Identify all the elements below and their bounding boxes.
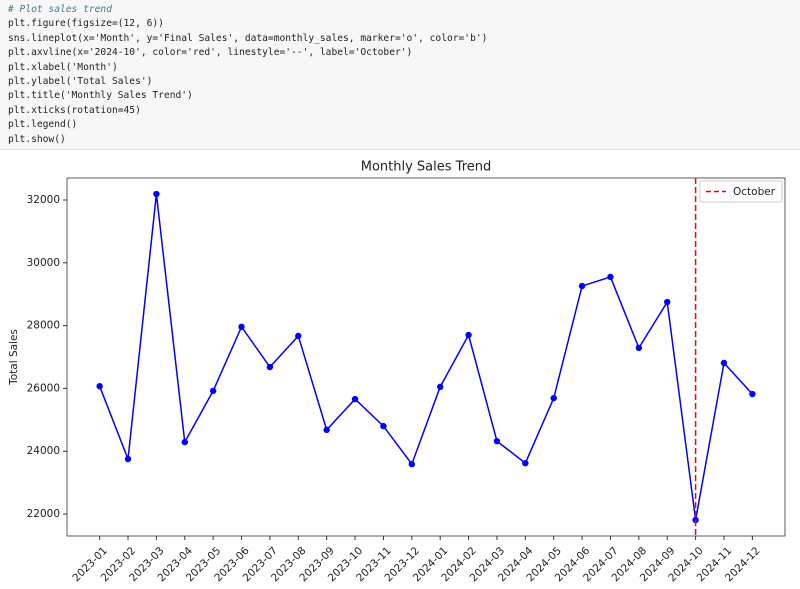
code-line: sns.lineplot(x='Month', y='Final Sales',… <box>8 32 488 44</box>
data-point <box>664 298 671 306</box>
data-point <box>238 323 245 331</box>
data-point <box>465 331 472 339</box>
y-tick-label: 30000 <box>27 257 60 269</box>
legend-box <box>699 180 783 203</box>
data-point <box>550 394 557 402</box>
data-point <box>692 516 699 524</box>
code-line: plt.xlabel('Month') <box>8 61 118 73</box>
data-point <box>295 332 302 340</box>
data-point <box>607 273 614 281</box>
data-point <box>749 390 756 398</box>
data-point <box>522 459 529 467</box>
code-line: plt.figure(figsize=(12, 6)) <box>8 18 164 30</box>
data-point <box>493 437 501 445</box>
code-line: plt.legend() <box>8 119 78 131</box>
data-point <box>323 426 330 434</box>
y-tick-label: 22000 <box>27 508 60 520</box>
y-tick-label: 24000 <box>27 445 60 457</box>
data-point <box>436 383 444 391</box>
code-line: plt.ylabel('Total Sales') <box>8 76 153 88</box>
data-point <box>209 387 217 395</box>
code-line: # Plot sales trend <box>8 4 112 15</box>
plot-frame <box>66 177 786 537</box>
code-line: plt.show() <box>8 133 66 145</box>
code-line: plt.title('Monthly Sales Trend') <box>8 90 193 102</box>
code-cell: # Plot sales trend plt.figure(figsize=(12… <box>0 0 800 150</box>
data-point <box>578 282 586 290</box>
data-point <box>351 395 359 403</box>
data-point <box>153 190 160 198</box>
y-axis-label: Total Sales <box>8 329 20 386</box>
code-line: plt.xticks(rotation=45) <box>8 104 141 116</box>
data-point <box>720 359 728 367</box>
legend-label: October <box>733 186 776 198</box>
data-point <box>96 383 103 390</box>
chart-title: Monthly Sales Trend <box>361 160 492 175</box>
data-point <box>408 460 416 468</box>
data-point <box>380 422 387 430</box>
data-point <box>266 363 274 371</box>
y-tick-label: 32000 <box>27 194 60 206</box>
data-line <box>98 193 753 521</box>
y-tick-label: 26000 <box>27 382 60 394</box>
data-point <box>635 344 643 352</box>
y-tick-label: 28000 <box>27 320 60 332</box>
data-point <box>181 438 188 446</box>
data-point <box>124 455 132 463</box>
code-line: plt.axvline(x='2024-10', color='red', li… <box>8 47 413 59</box>
